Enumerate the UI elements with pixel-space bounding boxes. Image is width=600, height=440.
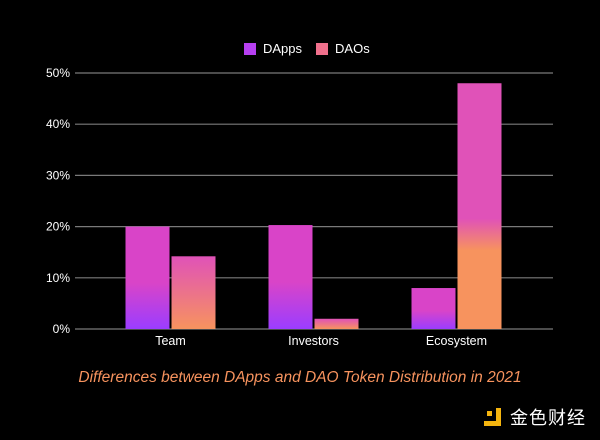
legend-label-dapps: DApps [263,41,303,56]
legend-label-daos: DAOs [335,41,370,56]
bar-daos-ecosystem [457,83,502,330]
legend-swatch-dapps [244,42,256,55]
chart-caption: Differences between DApps and DAO Token … [78,369,522,386]
bar-daos-investors [314,318,359,329]
y-tick-label: 20% [46,220,70,234]
logo-text: 金色财经 [510,408,586,428]
y-tick-label: 10% [46,271,70,285]
x-tick-label: Investors [288,334,339,348]
legend: DApps DAOs [244,41,384,56]
logo-icon [484,408,501,426]
bars [125,83,502,330]
x-tick-label: Ecosystem [426,334,487,348]
bar-dapps-team [125,226,170,329]
y-tick-label: 30% [46,168,70,182]
legend-swatch-daos [316,42,329,55]
legend-item-daos[interactable]: DAOs [316,41,370,56]
legend-item-dapps[interactable]: DApps [244,41,302,56]
y-tick-label: 40% [46,117,70,131]
jinse-logo: 金色财经 [484,404,586,430]
x-tick-label: Team [155,334,186,348]
y-axis-ticks: 0% 10% 20% 30% 40% 50% [46,66,70,336]
y-tick-label: 50% [46,66,70,80]
bar-dapps-ecosystem [411,288,456,329]
bar-daos-team [171,256,216,329]
y-tick-label: 0% [53,322,71,336]
bar-dapps-investors [268,225,313,329]
x-axis-ticks: Team Investors Ecosystem [155,334,487,348]
